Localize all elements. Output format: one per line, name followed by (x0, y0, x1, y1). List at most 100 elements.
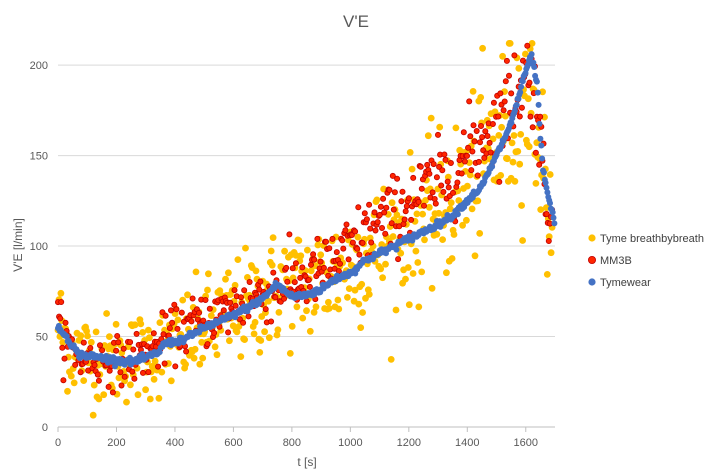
mm3b-point (543, 210, 550, 217)
mm3b-point (173, 306, 180, 313)
mm3b-point (99, 347, 106, 354)
tyme-bbb-point (497, 172, 505, 179)
mm3b-point (297, 274, 304, 281)
tyme-bbb-point (295, 237, 303, 244)
tymewear-point (549, 209, 556, 216)
tyme-bbb-point (511, 177, 519, 185)
x-tick-label: 1200 (397, 437, 421, 449)
mm3b-point (503, 57, 510, 64)
tyme-bbb-point (306, 327, 314, 335)
mm3b-point (127, 339, 134, 346)
chart-title: V'E (343, 12, 369, 31)
tyme-bbb-point (174, 316, 182, 324)
mm3b-point (326, 245, 333, 252)
tymewear-point (489, 163, 496, 170)
tymewear-point (551, 220, 558, 227)
tyme-bbb-point (413, 210, 421, 218)
tymewear-point (112, 363, 118, 370)
tyme-bbb-point (139, 329, 147, 336)
tyme-bbb-point (528, 40, 536, 47)
tyme-bbb-point (191, 345, 199, 353)
tyme-bbb-point (265, 334, 273, 342)
tyme-bbb-point (234, 256, 242, 263)
mm3b-point (120, 345, 127, 352)
mm3b-point (398, 198, 405, 205)
mm3b-point (470, 122, 477, 129)
tymewear-point (517, 89, 524, 96)
mm3b-point (359, 239, 366, 246)
tyme-bbb-point (498, 123, 505, 131)
tyme-bbb-point (297, 252, 305, 260)
tyme-bbb-point (241, 336, 249, 343)
mm3b-point (322, 238, 329, 245)
legend-marker (588, 278, 596, 286)
mm3b-point (118, 382, 125, 389)
mm3b-point (130, 346, 137, 353)
tyme-bbb-point (471, 252, 479, 260)
x-tick-label: 1000 (338, 437, 362, 449)
tyme-bbb-point (211, 343, 219, 351)
tyme-bbb-point (514, 148, 522, 155)
mm3b-point (292, 260, 299, 267)
tyme-bbb-point (393, 211, 401, 219)
tyme-bbb-point (547, 249, 555, 257)
mm3b-point (381, 209, 388, 216)
mm3b-point (372, 227, 379, 234)
tyme-bbb-point (158, 368, 166, 376)
tyme-bbb-point (450, 231, 458, 238)
mm3b-point (183, 348, 190, 355)
mm3b-point (529, 124, 536, 131)
tyme-bbb-point (299, 314, 307, 322)
mm3b-point (283, 264, 290, 271)
mm3b-point (270, 269, 277, 276)
tyme-bbb-point (421, 236, 428, 244)
tyme-bbb-point (205, 270, 212, 278)
mm3b-point (526, 79, 533, 86)
mm3b-point (463, 152, 470, 159)
tyme-bbb-point (237, 353, 245, 360)
tymewear-point (547, 200, 553, 207)
tyme-bbb-point (444, 173, 452, 181)
tyme-bbb-point (335, 305, 343, 313)
mm3b-point (465, 144, 472, 151)
tyme-bbb-point (77, 332, 85, 340)
mm3b-point (115, 339, 122, 346)
tyme-bbb-point (409, 270, 417, 277)
tyme-bbb-point (404, 264, 412, 271)
mm3b-point (473, 127, 480, 134)
mm3b-point (310, 251, 317, 258)
mm3b-point (232, 302, 239, 309)
tyme-bbb-point (405, 301, 413, 309)
tyme-bbb-point (344, 294, 351, 301)
mm3b-point (150, 330, 157, 337)
tyme-bbb-point (412, 247, 420, 255)
mm3b-point (432, 200, 439, 207)
tyme-bbb-point (103, 310, 110, 317)
mm3b-point (417, 163, 424, 170)
tyme-bbb-point (365, 291, 373, 298)
tyme-bbb-point (293, 303, 301, 311)
tyme-bbb-point (422, 197, 429, 204)
tyme-bbb-point (145, 326, 152, 334)
mm3b-point (320, 264, 327, 271)
tyme-bbb-point (446, 205, 454, 213)
mm3b-point (468, 167, 475, 174)
mm3b-point (388, 220, 395, 227)
tyme-bbb-point (510, 132, 518, 139)
y-tick-label: 200 (30, 60, 48, 72)
mm3b-point (420, 202, 427, 209)
y-tick-label: 100 (30, 241, 48, 253)
tyme-bbb-point (448, 255, 456, 262)
mm3b-point (433, 174, 440, 181)
mm3b-point (449, 189, 456, 196)
tyme-bbb-point (213, 351, 221, 359)
tyme-bbb-point (425, 203, 433, 211)
mm3b-point (424, 161, 431, 168)
mm3b-point (508, 90, 515, 97)
mm3b-point (241, 287, 248, 294)
tyme-bbb-point (515, 65, 523, 72)
tyme-bbb-point (433, 230, 441, 238)
mm3b-point (272, 294, 279, 301)
tyme-bbb-point (67, 372, 75, 380)
tyme-bbb-point (307, 267, 315, 275)
